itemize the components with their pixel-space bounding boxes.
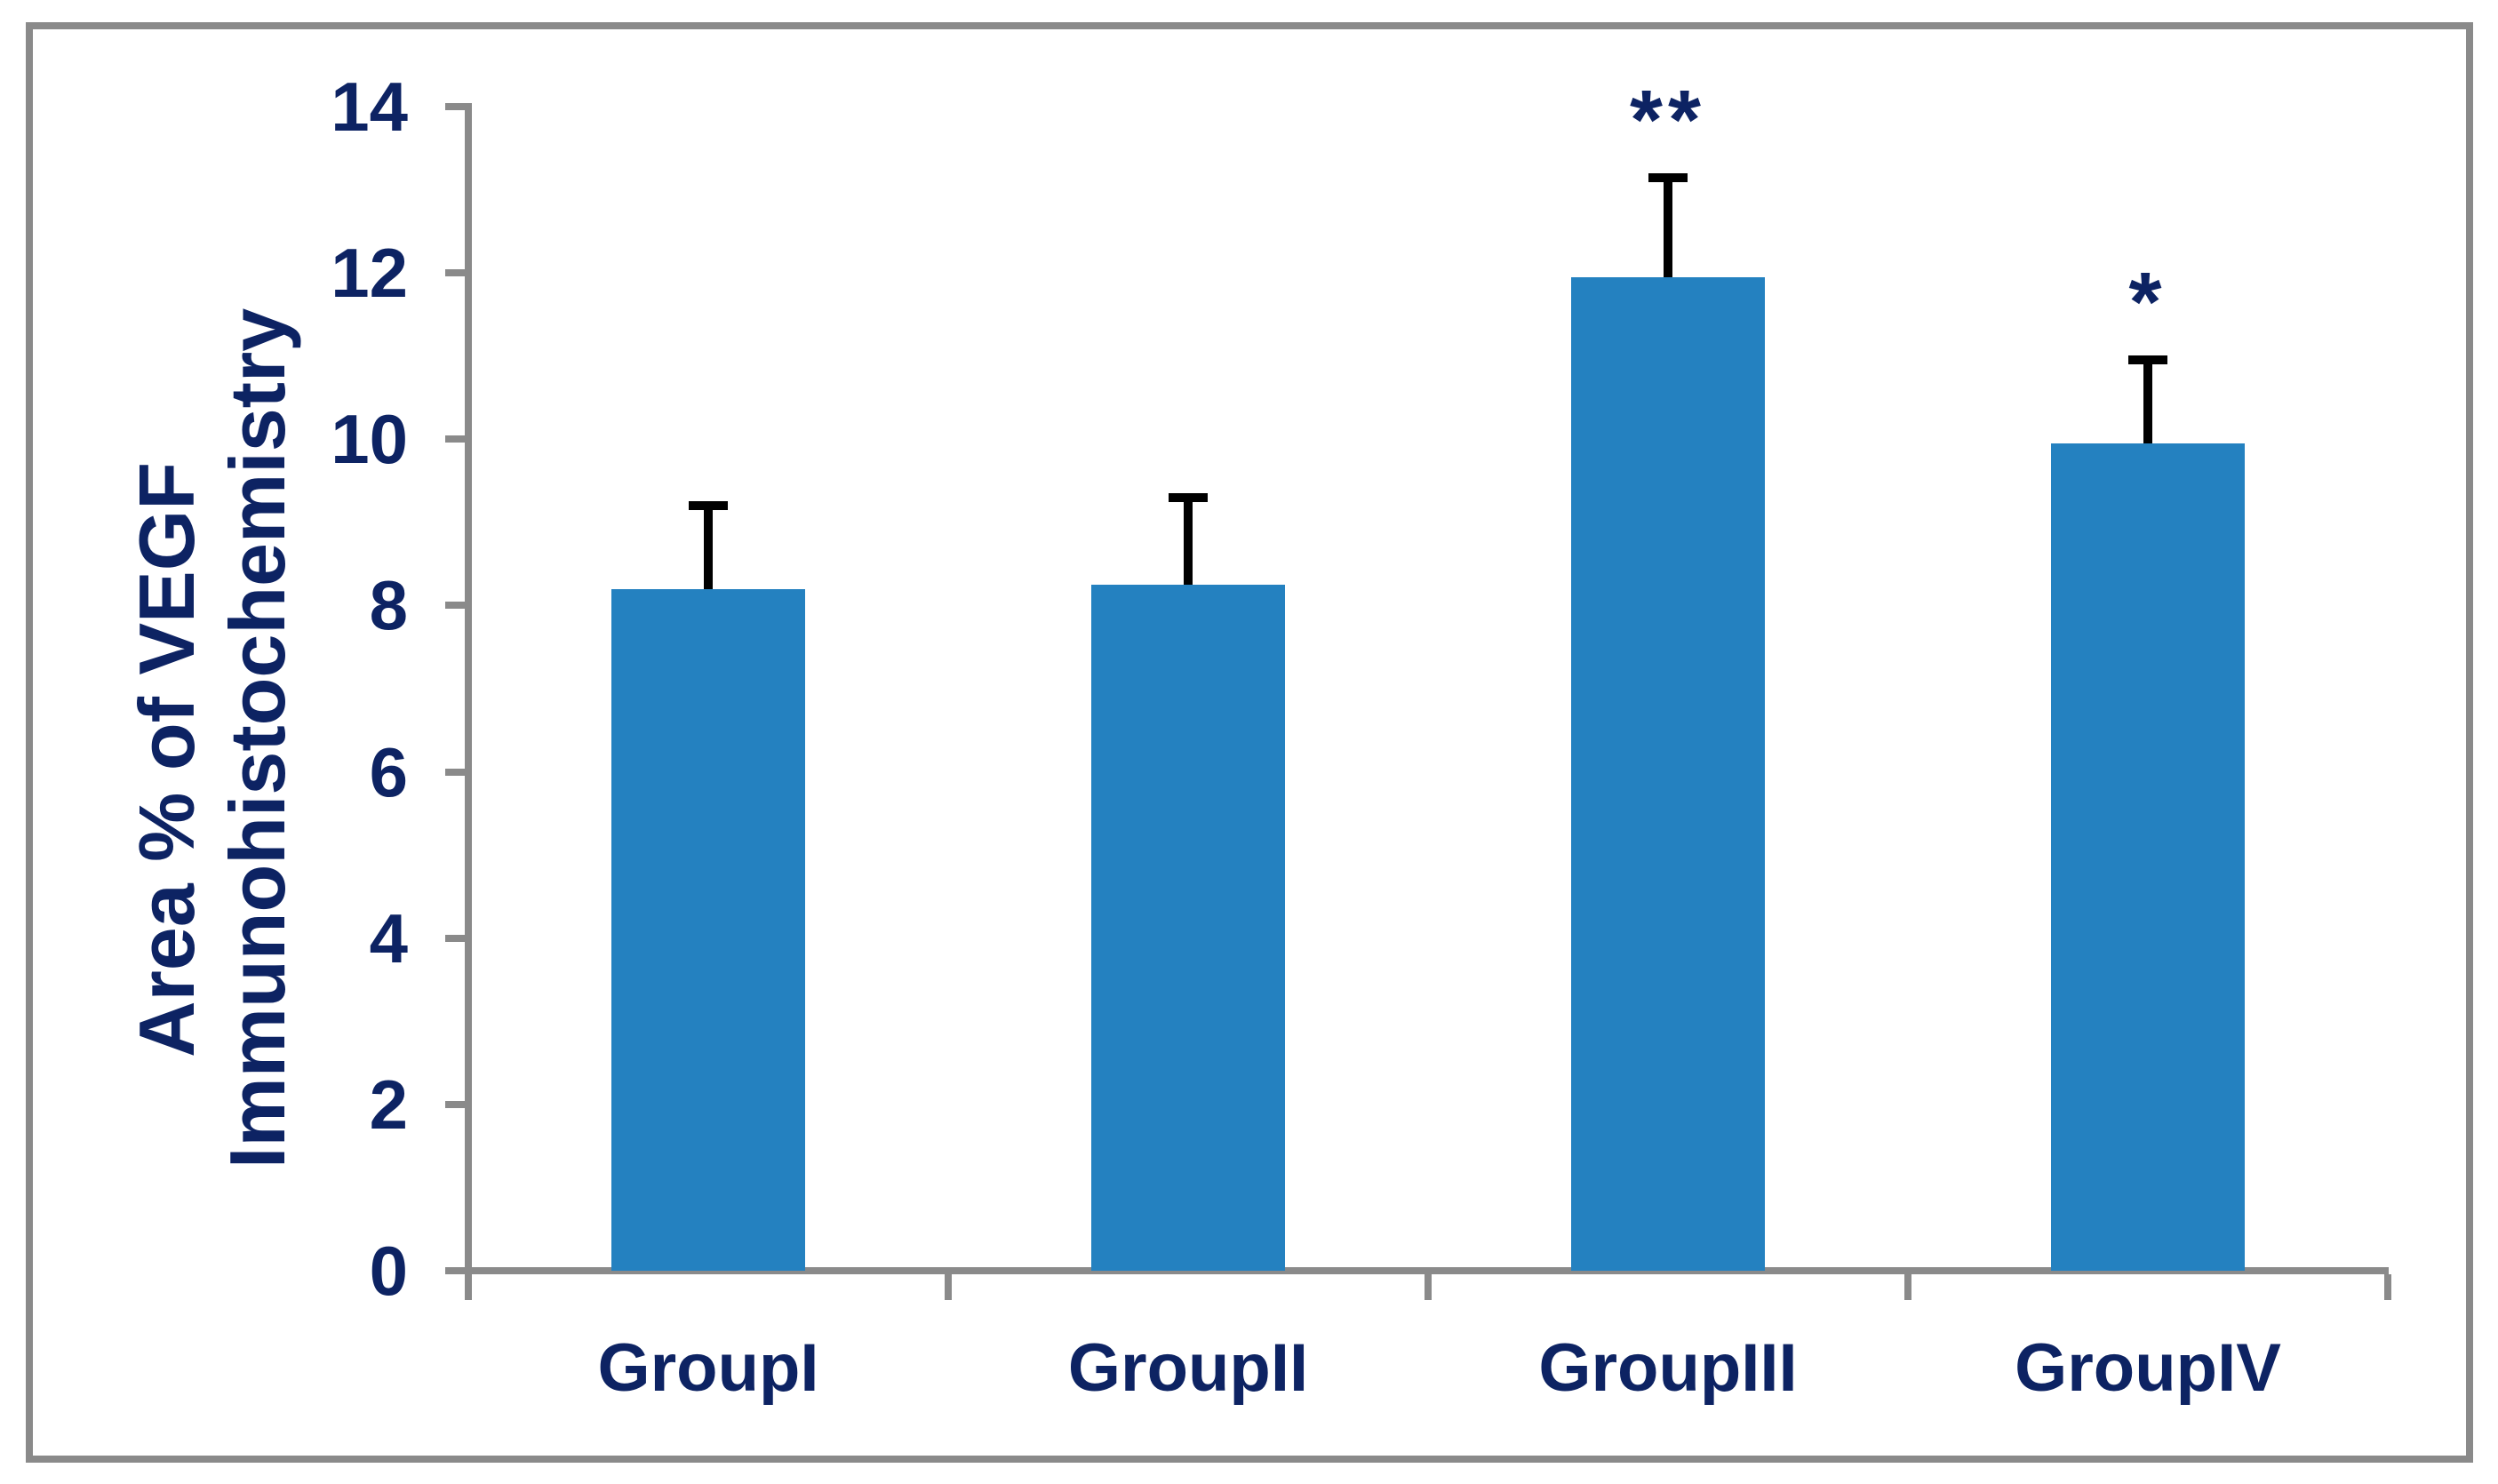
error-bar-line: [1664, 177, 1672, 277]
bar-groupii: [1091, 585, 1285, 1271]
error-bar-cap: [1648, 172, 1688, 182]
significance-marker: *: [2128, 255, 2167, 350]
y-tick-label: 10: [331, 400, 408, 479]
y-axis-tick: [445, 1100, 465, 1108]
figure-border: [26, 22, 2473, 1463]
y-axis-tick: [445, 103, 465, 111]
x-axis-boundary-tick: [1425, 1274, 1432, 1300]
x-category-label: GroupIV: [2015, 1330, 2281, 1406]
x-category-label: GroupII: [1067, 1330, 1309, 1406]
y-axis-line: [465, 103, 472, 1274]
y-axis-tick: [445, 768, 465, 776]
y-axis-tick: [445, 1267, 465, 1274]
significance-marker: **: [1630, 72, 1706, 167]
error-bar-cap: [2128, 355, 2167, 365]
y-axis-title-line-1: Area % of VEGF: [123, 462, 211, 1057]
y-axis-tick: [445, 269, 465, 277]
error-bar-line: [2143, 360, 2152, 443]
x-category-label: GroupI: [597, 1330, 819, 1406]
y-tick-label: 0: [369, 1232, 408, 1310]
error-bar-line: [704, 506, 713, 589]
bar-groupiv: [2051, 443, 2245, 1271]
x-axis-boundary-tick: [1904, 1274, 1911, 1300]
y-tick-label: 2: [369, 1065, 408, 1144]
bar-groupi: [611, 588, 805, 1271]
error-bar-line: [1184, 497, 1193, 586]
y-axis-tick: [445, 602, 465, 610]
y-tick-label: 14: [331, 68, 408, 147]
y-tick-label: 8: [369, 566, 408, 645]
x-axis-boundary-tick: [945, 1274, 952, 1300]
error-bar-cap: [1169, 492, 1208, 502]
y-axis-tick: [445, 435, 465, 443]
bar-groupiii: [1571, 276, 1765, 1271]
x-category-label: GroupIII: [1538, 1330, 1798, 1406]
x-axis-line: [465, 1267, 2389, 1274]
x-axis-boundary-tick: [465, 1274, 472, 1300]
y-tick-label: 6: [369, 732, 408, 811]
y-axis-tick: [445, 934, 465, 942]
error-bar-cap: [689, 501, 728, 511]
y-tick-label: 12: [331, 234, 408, 313]
x-axis-boundary-tick: [2384, 1274, 2391, 1300]
y-tick-label: 4: [369, 898, 408, 977]
